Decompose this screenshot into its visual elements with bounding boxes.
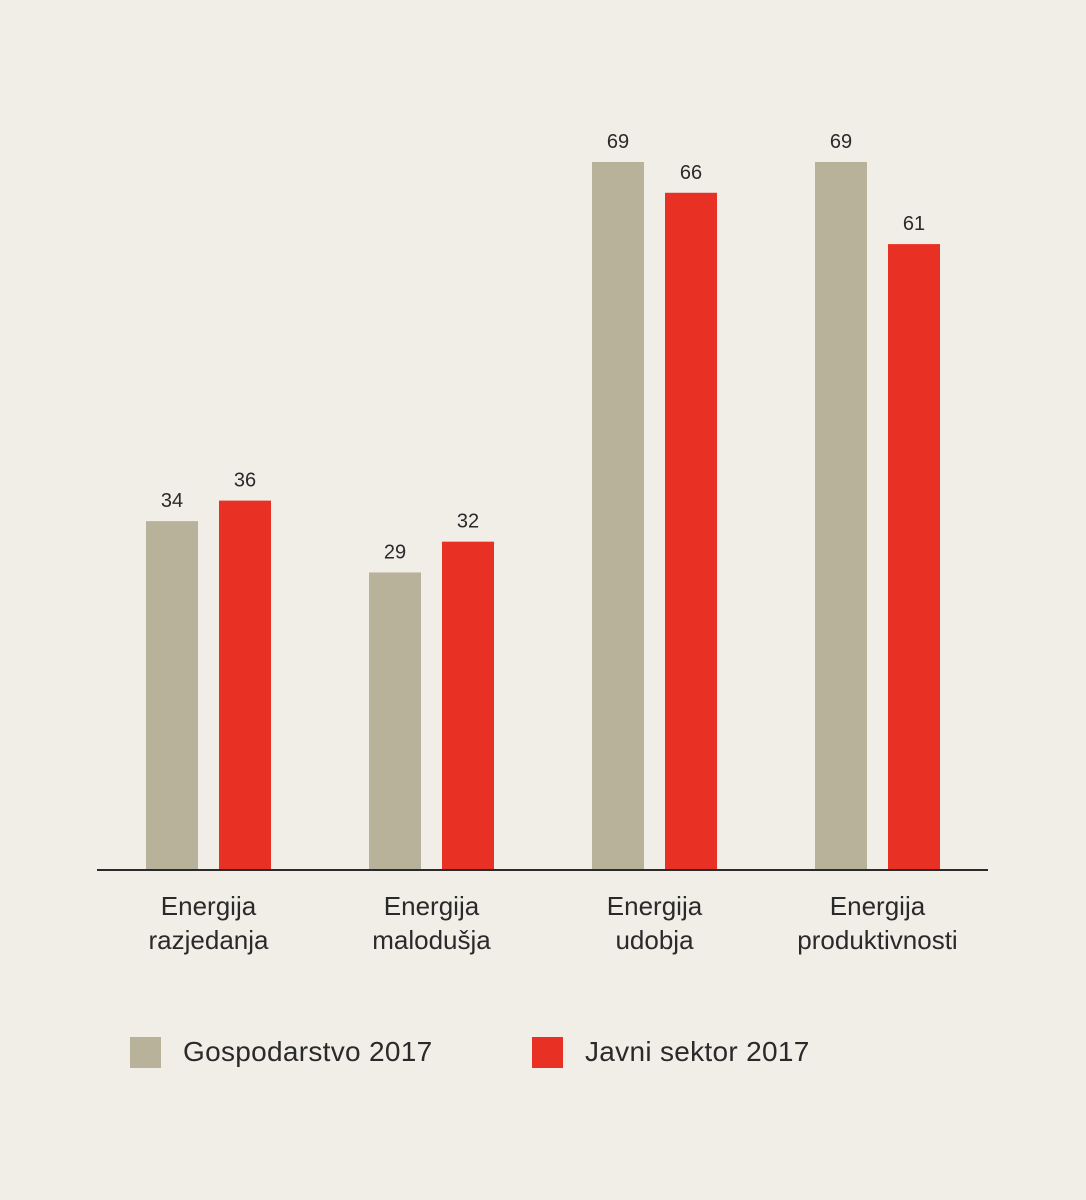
x-tick-label: udobja: [615, 925, 694, 955]
data-label: 69: [607, 131, 629, 153]
legend-item-gospodarstvo: Gospodarstvo 2017: [130, 1036, 433, 1068]
x-tick-label: Energija: [830, 891, 926, 921]
bar: [219, 500, 271, 870]
bar: [888, 244, 940, 870]
data-label: 66: [680, 162, 702, 184]
bar-chart: 34 36 Energija razjedanja 29 32 Energija malodu…: [97, 131, 988, 955]
bar: [592, 162, 644, 870]
bar: [369, 572, 421, 870]
data-label: 34: [161, 490, 183, 512]
x-tick-label: malodušja: [372, 925, 491, 955]
legend-label: Gospodarstvo 2017: [183, 1036, 433, 1067]
data-label: 29: [384, 541, 406, 563]
bar: [665, 192, 717, 871]
x-tick-label: produktivnosti: [797, 925, 957, 955]
bar: [146, 521, 198, 870]
data-label: 36: [234, 470, 256, 492]
data-label: 32: [457, 511, 479, 533]
x-tick-label: razjedanja: [149, 925, 270, 955]
legend-swatch-gospodarstvo: [130, 1036, 161, 1068]
data-label: 69: [830, 131, 852, 153]
bar: [815, 162, 867, 870]
legend-item-javni-sektor: Javni sektor 2017: [532, 1036, 810, 1068]
data-label: 61: [903, 213, 925, 235]
bar: [442, 541, 494, 870]
x-tick-label: Energija: [607, 891, 703, 921]
x-tick-label: Energija: [384, 891, 480, 921]
legend-swatch-javni-sektor: [532, 1036, 563, 1068]
x-tick-label: Energija: [161, 891, 257, 921]
legend-label: Javni sektor 2017: [585, 1036, 810, 1067]
